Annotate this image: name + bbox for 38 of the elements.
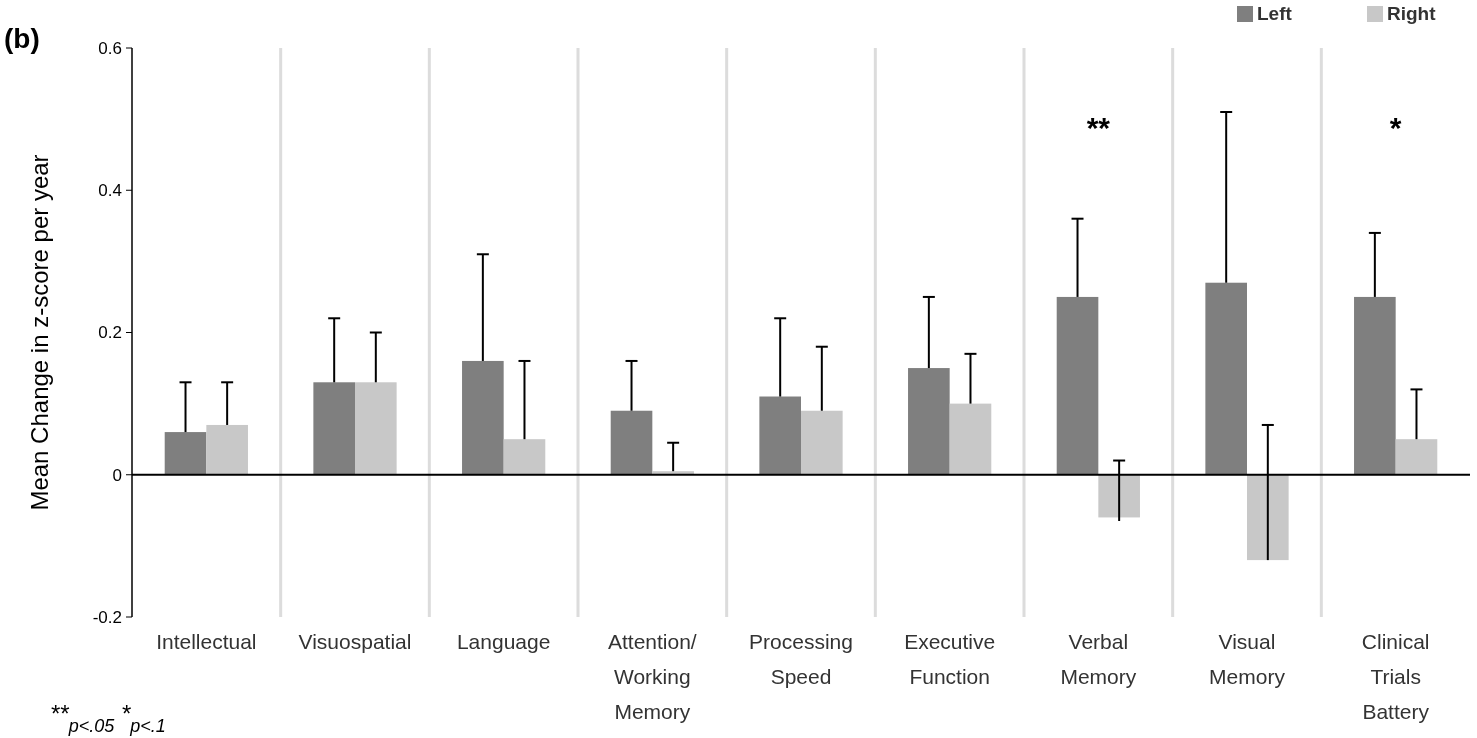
bar — [759, 396, 801, 475]
legend-label: Right — [1387, 3, 1437, 24]
x-tick-label: Visuospatial — [298, 630, 412, 653]
bar — [1098, 474, 1140, 518]
bar — [908, 368, 950, 475]
x-tick-label: Processing Speed — [749, 630, 853, 688]
y-tick-label: 0.6 — [98, 38, 122, 58]
bar — [949, 403, 992, 475]
x-tick-label: Clinical Trials Battery — [1361, 630, 1430, 723]
text: **$_{p<.05}$ *$_{p<.1}$ — [50, 700, 166, 736]
bar — [1056, 296, 1099, 475]
bar — [1354, 296, 1396, 475]
text: (b) — [4, 23, 40, 54]
bar — [503, 439, 546, 475]
bar — [164, 432, 207, 475]
y-axis-title: Mean Change in z-score per year — [26, 154, 53, 511]
x-tick-label: Executive Function — [904, 630, 996, 688]
y-tick-label: -0.2 — [92, 607, 122, 627]
annotation: ** — [1086, 111, 1111, 144]
annotation: * — [1389, 111, 1402, 144]
x-tick-label: Attention/ Working Memory — [607, 630, 697, 723]
y-tick-label: 0 — [112, 465, 122, 485]
x-tick-label: Visual Memory — [1209, 630, 1286, 688]
y-tick-label: 0.2 — [98, 323, 122, 343]
x-tick-label: Language — [456, 630, 551, 653]
x-tick-label: Intellectual — [156, 630, 257, 653]
bar — [1395, 439, 1438, 475]
bar — [313, 382, 355, 475]
bar — [206, 424, 248, 475]
y-tick-label: 0.4 — [98, 181, 122, 201]
x-tick-label: Verbal Memory — [1060, 630, 1137, 688]
bar — [1205, 282, 1247, 475]
bar — [462, 360, 504, 475]
legend-label: Left — [1257, 3, 1293, 24]
bar — [801, 410, 843, 475]
bar — [610, 410, 653, 475]
bar — [1247, 474, 1289, 561]
bar — [355, 382, 397, 475]
